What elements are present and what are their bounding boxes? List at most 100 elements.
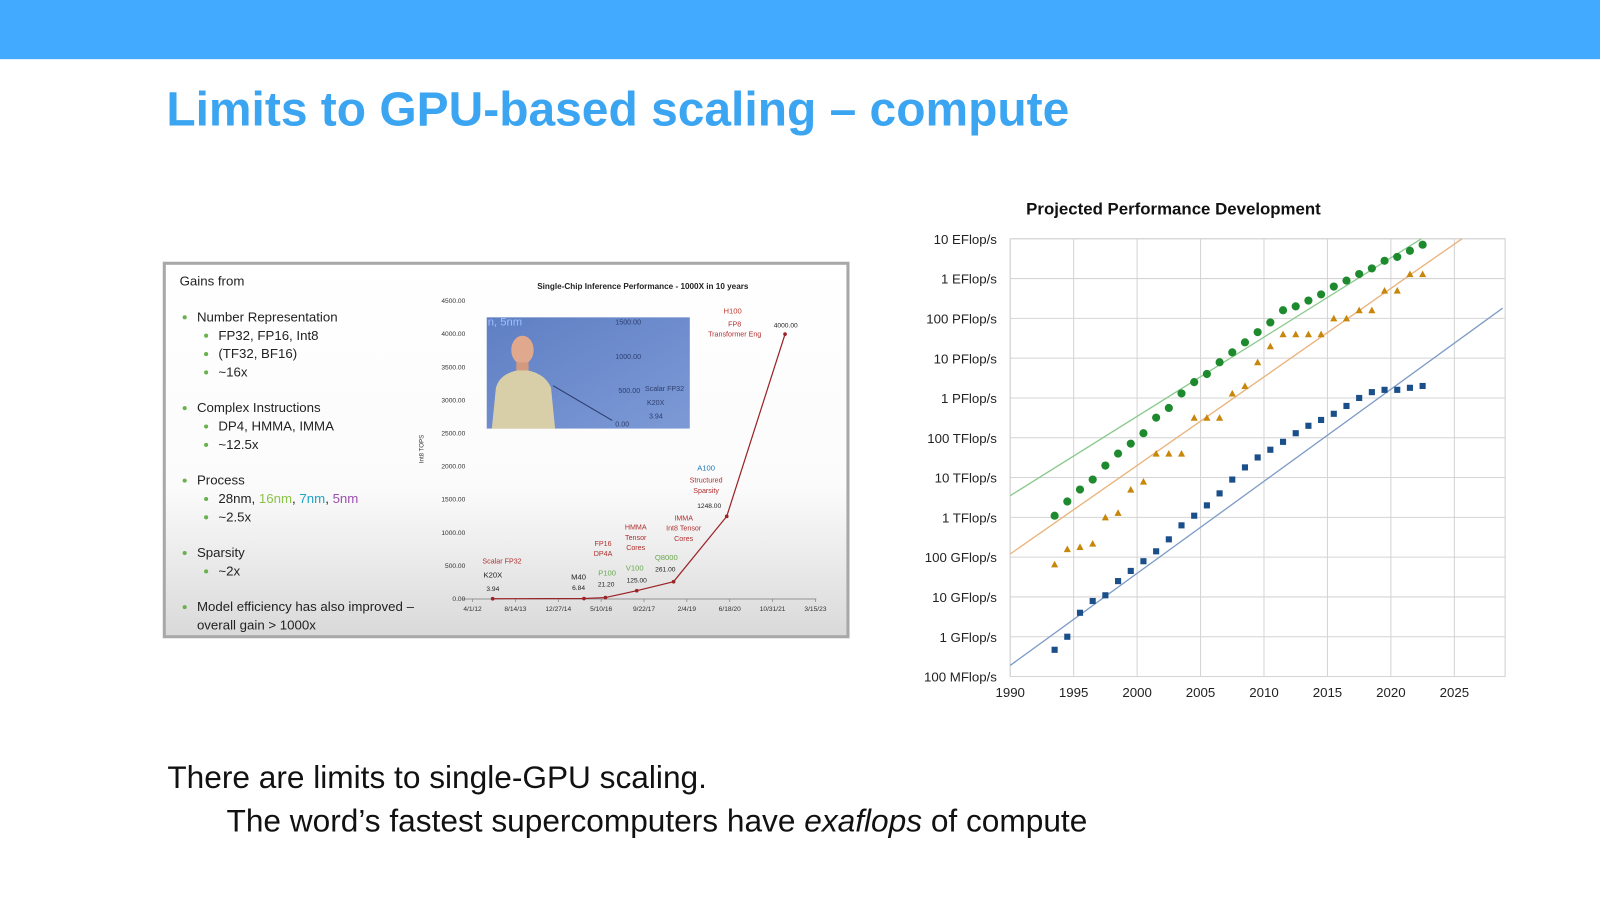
data-point [1380, 286, 1389, 294]
text-segment: ~16x [218, 365, 247, 380]
data-point [1329, 282, 1338, 291]
text-segment: FP32, FP16, Int8 [218, 328, 318, 343]
feature-label: FP8 [728, 321, 741, 329]
x-tick-label: 1990 [995, 685, 1024, 700]
data-point [1291, 302, 1300, 311]
y-tick-label: 1 TFlop/s [942, 510, 997, 525]
bullet-dot [182, 605, 187, 610]
text-segment: DP4, HMMA, IMMA [218, 419, 334, 434]
inner-chart: Single-Chip Inference Performance - 1000… [418, 282, 826, 613]
data-point [1406, 270, 1414, 278]
bullet-dot [182, 406, 187, 411]
sub-bullet-dot [204, 442, 209, 447]
inner-y-label: Int8 TOPS [418, 435, 425, 463]
sub-bullet-dot [204, 515, 209, 520]
bullet-dot [182, 315, 187, 320]
data-point [1165, 536, 1172, 543]
inner-chart-title: Single-Chip Inference Performance - 1000… [537, 282, 749, 291]
data-point [1254, 454, 1261, 461]
sub-bullet-text: ~12.5x [218, 437, 259, 452]
data-point [1304, 296, 1313, 305]
value-label: 1248.00 [697, 503, 721, 510]
gpu-label: Q8000 [655, 553, 678, 562]
data-point [1368, 389, 1375, 396]
data-point [1229, 476, 1236, 483]
gpu-label: P100 [598, 569, 616, 578]
feature-label: Tensor [625, 534, 647, 542]
data-point [1419, 270, 1427, 278]
data-point [1191, 512, 1198, 519]
inset-text: 500.00 [618, 387, 640, 395]
inset-text: 1500.00 [615, 318, 641, 326]
data-point [1126, 439, 1135, 448]
data-point [1228, 348, 1237, 357]
inset-text: Scalar FP32 [645, 385, 684, 393]
gpu-label: A100 [697, 463, 715, 472]
sub-bullet-text: ~2x [218, 564, 240, 579]
data-point [1381, 386, 1388, 393]
data-point [1152, 450, 1160, 457]
data-point [1203, 414, 1211, 421]
data-point [1064, 633, 1071, 640]
data-point [1292, 330, 1300, 338]
inner-x-tick-label: 5/10/16 [590, 606, 612, 613]
inner-y-tick-label: 4500.00 [441, 298, 465, 305]
inset-text: K20X [647, 399, 665, 407]
inner-point [783, 332, 787, 336]
value-label: 6.84 [572, 585, 585, 592]
data-point [1177, 450, 1186, 457]
text-segment: 16nm [259, 491, 292, 506]
data-point [1368, 306, 1376, 314]
text-segment: ~2.5x [218, 509, 251, 524]
inner-point [724, 514, 729, 519]
sub-bullet-dot [204, 424, 209, 429]
feature-label: Structured [690, 477, 723, 485]
data-point [1279, 330, 1287, 338]
data-point [1356, 394, 1363, 402]
inner-y-tick-label: 2000.00 [441, 464, 465, 471]
data-point [1216, 414, 1224, 421]
data-point [1152, 413, 1161, 422]
body-segment: exaflops [804, 803, 922, 839]
inner-y-tick-label: 1000.00 [441, 530, 465, 537]
data-point [1114, 509, 1122, 516]
body-segment: The word’s fastest supercomputers have [227, 803, 805, 839]
data-point [1164, 403, 1173, 413]
feature-label: FP16 [595, 540, 612, 548]
feature-label: Int8 Tensor [666, 525, 702, 533]
inner-point [634, 588, 639, 593]
value-label: 4000.00 [774, 323, 798, 330]
data-point [1393, 252, 1402, 262]
inner-y-tick-label: 0.00 [452, 596, 465, 603]
data-point [1228, 389, 1236, 397]
data-point [1355, 269, 1364, 279]
text-segment: , [325, 491, 332, 506]
data-point [1139, 429, 1148, 438]
inner-x-tick-label: 6/18/20 [719, 606, 741, 613]
feature-label: IMMA [674, 514, 693, 522]
inner-y-tick-label: 500.00 [445, 563, 466, 570]
value-label: 261.00 [655, 566, 676, 573]
sub-bullet-text: DP4, HMMA, IMMA [218, 419, 334, 434]
data-point [1063, 497, 1072, 506]
speaker [491, 335, 613, 429]
right-chart-title: Projected Performance Development [1026, 199, 1321, 218]
inner-y-tick-label: 4000.00 [441, 331, 465, 338]
data-point [1292, 430, 1299, 437]
sub-bullet-dot [204, 496, 209, 502]
data-point [1202, 369, 1211, 379]
data-point [1203, 502, 1210, 509]
right-chart: Projected Performance Development 100 MFl… [924, 199, 1506, 700]
data-point [1051, 560, 1059, 568]
data-point [1279, 438, 1287, 445]
inset-text: 0.00 [615, 421, 629, 429]
value-label: 125.00 [627, 578, 648, 585]
data-point [1127, 567, 1134, 575]
data-point [1076, 543, 1084, 551]
data-point [1393, 286, 1401, 294]
x-tick-label: 2025 [1440, 685, 1469, 700]
data-point [1102, 592, 1109, 599]
data-point [1305, 422, 1312, 429]
data-point [1127, 485, 1135, 493]
x-tick-label: 2000 [1122, 685, 1151, 700]
